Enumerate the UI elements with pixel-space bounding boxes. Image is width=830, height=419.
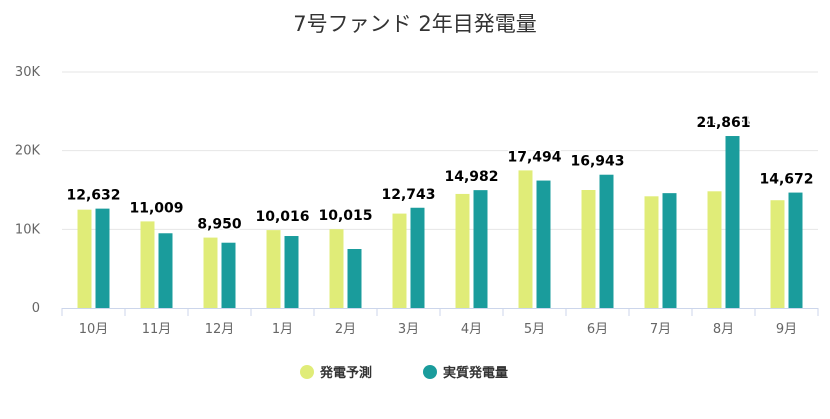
bar-forecast (392, 213, 407, 308)
legend-label-actual: 実質発電量 (443, 365, 508, 381)
data-label: 14,982 (444, 169, 498, 185)
y-tick-label: 20K (15, 144, 41, 159)
legend-label-forecast: 発電予測 (319, 365, 372, 381)
data-label: 14,835 (696, 115, 750, 131)
y-tick-label: 10K (15, 222, 41, 237)
bar-forecast (77, 209, 92, 308)
x-tick-label: 9月 (776, 322, 797, 337)
x-tick-label: 8月 (713, 322, 734, 337)
bar-actual (788, 192, 803, 308)
data-label: 10,016 (255, 209, 309, 225)
legend: 発電予測 実質発電量 (300, 365, 508, 381)
x-axis-ticks: 10月 11月 12月 1月 2月 3月 4月 5月 6月 7月 8月 9月 (79, 322, 797, 337)
bar-forecast (140, 221, 155, 308)
data-label: 12,743 (381, 187, 435, 203)
x-tick-label: 6月 (587, 322, 608, 337)
bar-actual (725, 136, 740, 308)
bar-actual (536, 180, 551, 308)
data-labels: 12,632 11,009 8,950 10,016 10,015 12,743 14,98… (65, 114, 815, 235)
data-label: 11,009 (129, 200, 183, 216)
bar-forecast (518, 170, 533, 308)
x-tick-label: 7月 (650, 322, 671, 337)
x-tick-label: 1月 (272, 322, 293, 337)
legend-marker-forecast (300, 365, 314, 379)
data-label: 16,943 (570, 154, 624, 170)
data-label: 12,632 (66, 188, 120, 204)
y-axis-ticks: 0 10K 20K 30K (15, 65, 41, 316)
x-tick-label: 2月 (335, 322, 356, 337)
bar-forecast (329, 229, 344, 308)
bar-forecast (770, 200, 785, 308)
bar-forecast (203, 237, 218, 308)
bar-forecast (644, 196, 659, 308)
x-axis (61, 308, 819, 316)
x-tick-label: 10月 (79, 322, 109, 337)
x-tick-label: 5月 (524, 322, 545, 337)
bar-actual (158, 233, 173, 308)
data-label: 14,672 (759, 172, 813, 188)
bar-actual (662, 193, 677, 308)
bar-forecast (266, 230, 281, 308)
x-tick-label: 11月 (142, 322, 172, 337)
x-tick-label: 12月 (205, 322, 235, 337)
data-label: 8,950 (197, 217, 242, 233)
y-tick-label: 0 (32, 301, 40, 316)
bar-forecast (455, 193, 470, 308)
chart-title: 7号ファンド 2年目発電量 (293, 12, 536, 36)
x-tick-label: 4月 (461, 322, 482, 337)
legend-marker-actual (423, 365, 437, 379)
bar-actual (473, 190, 488, 308)
y-tick-label: 30K (15, 65, 41, 80)
bars (77, 136, 803, 308)
bar-actual (95, 208, 110, 308)
bar-forecast (581, 190, 596, 308)
x-tick-label: 3月 (398, 322, 419, 337)
gridlines (62, 71, 818, 230)
bar-actual (347, 249, 362, 308)
data-label: 21,861 (696, 115, 750, 131)
data-label: 10,015 (318, 208, 372, 224)
bar-forecast (707, 191, 722, 308)
bar-actual (284, 236, 299, 308)
bar-actual (599, 174, 614, 308)
bar-actual (410, 207, 425, 308)
bar-actual (221, 242, 236, 308)
data-label: 17,494 (507, 149, 561, 165)
